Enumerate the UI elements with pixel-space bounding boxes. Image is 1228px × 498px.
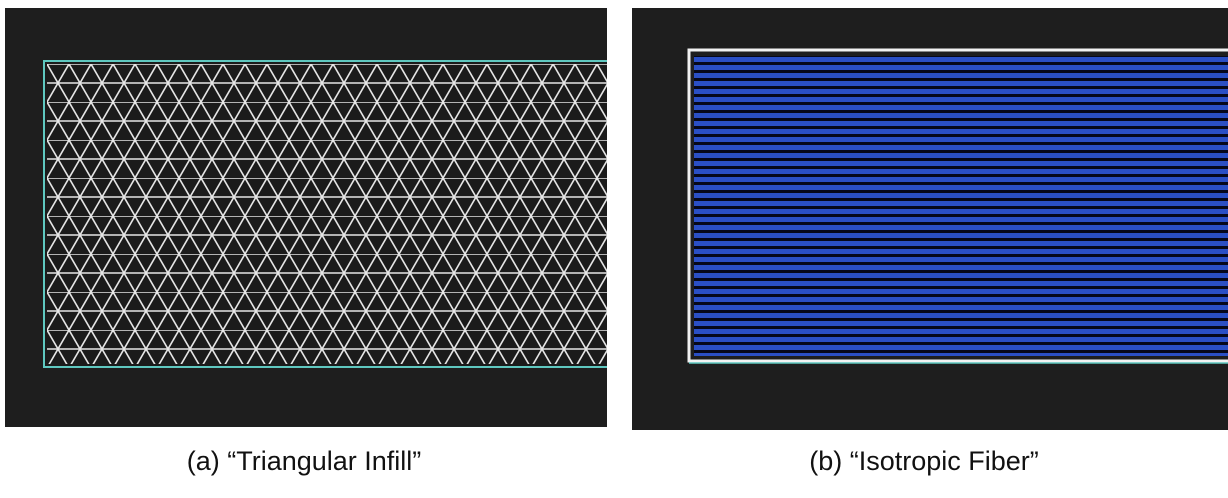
triangular-infill — [47, 64, 611, 364]
figure: (a) “Triangular Infill” (b) “Isotropic F… — [0, 0, 1228, 498]
page: (a) “Triangular Infill” (b) “Isotropic F… — [0, 0, 1228, 498]
gap — [607, 0, 632, 498]
panel-a: (a) “Triangular Infill” — [5, 0, 632, 498]
caption: (b) “Isotropic Fiber” — [809, 446, 1039, 476]
panel-b: (b) “Isotropic Fiber” — [632, 8, 1228, 476]
fiber-lines — [694, 56, 1228, 356]
caption: (a) “Triangular Infill” — [187, 446, 422, 476]
